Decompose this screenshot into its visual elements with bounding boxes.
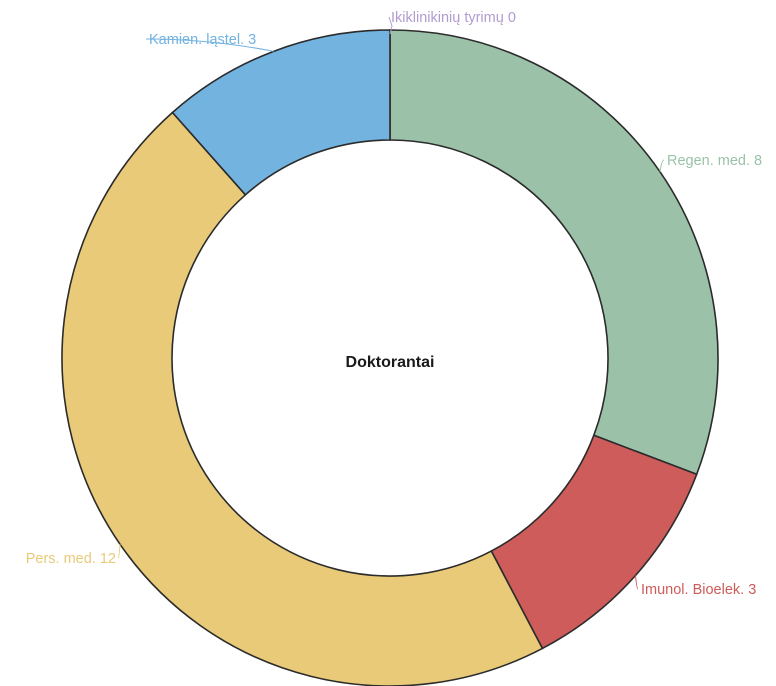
center-label: Doktorantai <box>346 354 435 371</box>
slice-labels: Ikiklinikinių tyrimų 0 Regen. med. 8 Imuno… <box>26 10 762 598</box>
leader-regen-med <box>659 159 665 172</box>
leader-kamien-lastel <box>145 38 274 52</box>
leader-ikiklinikiniu-tyrimu <box>388 16 393 35</box>
leader-imunol-bioelek <box>635 575 639 590</box>
leader-lines <box>117 16 665 590</box>
label-ikiklinikiniu-tyrimu: Ikiklinikinių tyrimų 0 <box>391 10 516 26</box>
label-regen-med: Regen. med. 8 <box>667 153 762 169</box>
label-kamien-lastel: Kamien. ląstel. 3 <box>149 32 256 48</box>
slice-regen-med <box>389 29 719 476</box>
leader-pers-med <box>117 544 121 559</box>
label-pers-med: Pers. med. 12 <box>26 551 116 567</box>
slice-pers-med <box>61 111 544 686</box>
donut-slices <box>61 29 719 686</box>
slice-kamien-lastel <box>171 29 391 196</box>
label-imunol-bioelek: Imunol. Bioelek. 3 <box>641 582 756 598</box>
